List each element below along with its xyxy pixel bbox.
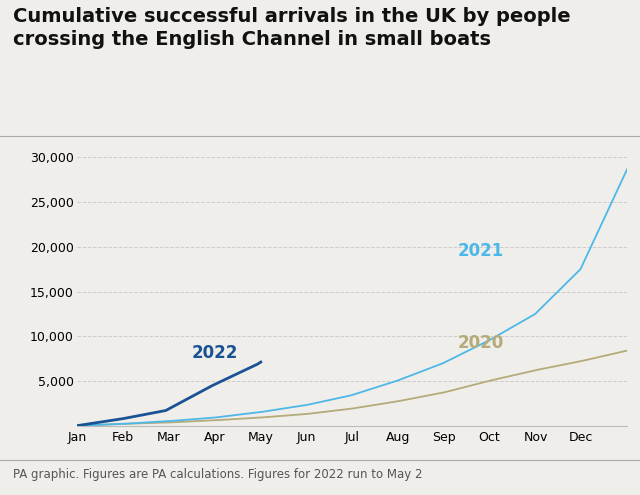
Text: 2020: 2020	[458, 334, 504, 352]
Text: PA graphic. Figures are PA calculations. Figures for 2022 run to May 2: PA graphic. Figures are PA calculations.…	[13, 468, 422, 481]
Text: Cumulative successful arrivals in the UK by people
crossing the English Channel : Cumulative successful arrivals in the UK…	[13, 7, 570, 49]
Text: 2022: 2022	[191, 344, 238, 362]
Text: 2021: 2021	[458, 242, 504, 260]
